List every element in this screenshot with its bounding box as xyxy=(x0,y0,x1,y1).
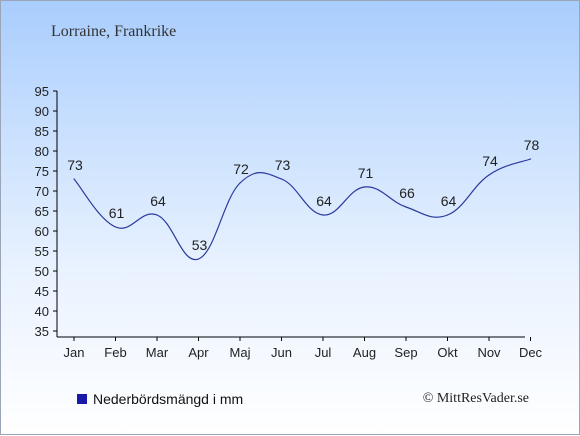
y-tick-label: 90 xyxy=(35,104,49,119)
data-label: 74 xyxy=(482,153,498,169)
data-label: 66 xyxy=(399,185,415,201)
data-point xyxy=(446,214,449,216)
data-label: 73 xyxy=(67,157,83,173)
x-tick-label: Feb xyxy=(104,345,126,360)
y-tick-label: 50 xyxy=(35,264,49,279)
data-point xyxy=(363,186,366,188)
x-tick-label: Mar xyxy=(146,345,169,360)
data-labels: 73 61 64 53 72 73 64 71 66 64 74 78 xyxy=(67,137,539,253)
x-tick-label: Dec xyxy=(519,345,543,360)
x-tick-label: Apr xyxy=(188,345,209,360)
data-point xyxy=(73,178,75,180)
y-tick-label: 40 xyxy=(35,304,49,319)
series-layer xyxy=(73,158,532,260)
data-point xyxy=(114,226,117,228)
axes: 35 40 45 50 55 60 65 70 75 80 85 90 95 Jan Feb Mar Apr Ma… xyxy=(35,84,543,360)
y-tick-label: 85 xyxy=(35,124,49,139)
data-point xyxy=(488,174,490,176)
data-label: 72 xyxy=(233,161,249,177)
y-tick-label: 55 xyxy=(35,244,49,259)
y-tick-label: 45 xyxy=(35,284,49,299)
data-label: 64 xyxy=(150,193,166,209)
y-tick-label: 75 xyxy=(35,164,49,179)
y-tick-label: 65 xyxy=(35,204,49,219)
data-label: 64 xyxy=(441,193,457,209)
series-line xyxy=(73,158,531,260)
x-tick-label: Jul xyxy=(315,345,332,360)
legend-swatch xyxy=(77,394,87,404)
data-point xyxy=(405,206,407,208)
data-label: 73 xyxy=(275,157,291,173)
x-tick-label: Aug xyxy=(353,345,376,360)
data-label: 71 xyxy=(358,165,374,181)
data-point xyxy=(322,214,324,216)
data-label: 78 xyxy=(524,137,540,153)
data-point xyxy=(529,158,532,160)
legend-label: Nederbördsmängd i mm xyxy=(93,391,244,407)
x-tick-label: Okt xyxy=(437,345,458,360)
site-credit: © MittResVader.se xyxy=(422,391,529,406)
x-tick-label: Maj xyxy=(230,345,251,360)
x-tick-label: Sep xyxy=(394,345,417,360)
y-tick-label: 70 xyxy=(35,184,49,199)
data-label: 61 xyxy=(109,205,125,221)
y-tick-label: 35 xyxy=(35,324,49,339)
data-point xyxy=(156,214,158,216)
legend: Nederbördsmängd i mm xyxy=(77,391,243,407)
y-tick-label: 60 xyxy=(35,224,49,239)
x-tick-label: Jun xyxy=(271,345,292,360)
data-point xyxy=(239,182,241,184)
data-point xyxy=(197,258,200,260)
x-tick-label: Nov xyxy=(477,345,501,360)
data-label: 64 xyxy=(316,193,332,209)
y-tick-label: 80 xyxy=(35,144,49,159)
x-tick-label: Jan xyxy=(64,345,85,360)
chart-title: Lorraine, Frankrike xyxy=(51,23,177,40)
data-label: 53 xyxy=(192,237,208,253)
data-point xyxy=(280,178,283,180)
y-tick-label: 95 xyxy=(35,84,49,99)
